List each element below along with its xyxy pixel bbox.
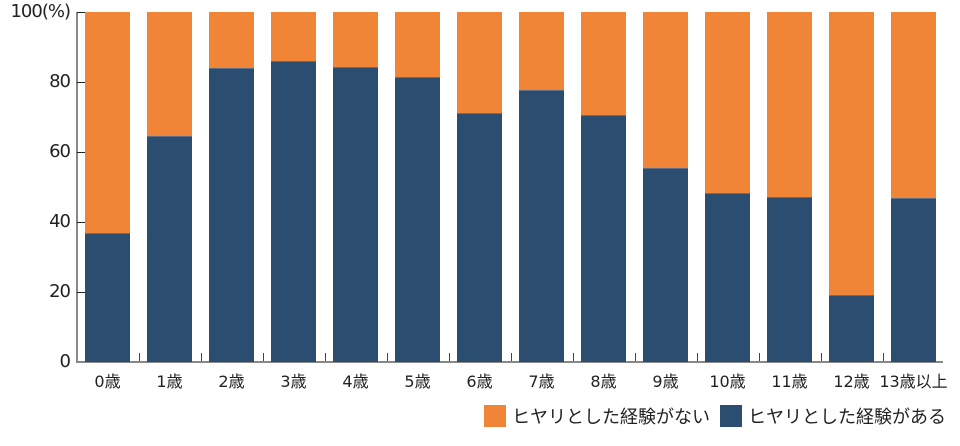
bar-11 xyxy=(767,12,812,362)
bar-segment-has-experience xyxy=(891,198,936,362)
x-category-separator xyxy=(573,353,574,361)
bar-1 xyxy=(147,12,192,362)
bar-segment-has-experience xyxy=(147,135,192,362)
bar-segment-has-experience xyxy=(519,90,564,362)
bar-7 xyxy=(519,12,564,362)
x-tick-label: 9歳 xyxy=(652,372,679,391)
x-category-separator xyxy=(387,353,388,361)
x-axis xyxy=(76,361,943,363)
bar-segment-no-experience xyxy=(271,12,316,63)
bar-segment-no-experience xyxy=(395,12,440,79)
x-category-separator xyxy=(449,353,450,361)
x-tick-label: 5歳 xyxy=(404,372,431,391)
bar-0 xyxy=(85,12,130,362)
bar-5 xyxy=(395,12,440,362)
bar-segment-no-experience xyxy=(85,12,130,234)
bar-segment-no-experience xyxy=(209,12,254,70)
y-tick-label: 100(%) xyxy=(10,1,71,22)
y-axis xyxy=(76,12,78,363)
x-tick-label: 1歳 xyxy=(156,372,183,391)
bar-8 xyxy=(581,12,626,362)
bar-segment-has-experience xyxy=(829,294,874,362)
bar-9 xyxy=(643,12,688,362)
y-tick-label: 60 xyxy=(49,141,71,162)
legend-label: ヒヤリとした経験がある xyxy=(748,407,946,428)
bar-2 xyxy=(209,12,254,362)
x-category-separator xyxy=(883,353,884,361)
bar-segment-has-experience xyxy=(271,61,316,362)
bar-segment-has-experience xyxy=(333,67,378,362)
legend-item-no-experience: ヒヤリとした経験がない xyxy=(484,403,710,429)
legend: ヒヤリとした経験がない ヒヤリとした経験がある xyxy=(484,403,946,429)
x-tick-label: 2歳 xyxy=(218,372,245,391)
x-tick-label: 6歳 xyxy=(466,372,493,391)
x-category-separator xyxy=(201,353,202,361)
x-category-separator xyxy=(821,353,822,361)
x-category-separator xyxy=(325,353,326,361)
bar-6 xyxy=(457,12,502,362)
x-category-separator xyxy=(759,353,760,361)
x-tick-label: 0歳 xyxy=(94,372,121,391)
bar-13 xyxy=(891,12,936,362)
bar-segment-has-experience xyxy=(581,115,626,362)
y-tick-label: 0 xyxy=(59,351,71,372)
bar-segment-no-experience xyxy=(767,12,812,198)
bar-10 xyxy=(705,12,750,362)
legend-swatch-navy xyxy=(720,405,742,427)
x-tick-label: 12歳 xyxy=(833,372,870,391)
bar-4 xyxy=(333,12,378,362)
bar-segment-has-experience xyxy=(85,232,130,362)
bar-segment-has-experience xyxy=(767,196,812,362)
x-tick-label: 13歳以上 xyxy=(879,372,948,391)
bar-segment-no-experience xyxy=(333,12,378,69)
x-tick-label: 7歳 xyxy=(528,372,555,391)
x-tick-label: 3歳 xyxy=(280,372,307,391)
x-tick-label: 11歳 xyxy=(771,372,808,391)
x-category-separator xyxy=(263,353,264,361)
bar-3 xyxy=(271,12,316,362)
bar-segment-has-experience xyxy=(209,68,254,362)
y-tick-label: 20 xyxy=(49,281,71,302)
legend-swatch-orange xyxy=(484,405,506,427)
x-category-separator xyxy=(511,353,512,361)
x-tick-label: 8歳 xyxy=(590,372,617,391)
bar-segment-no-experience xyxy=(829,12,874,296)
x-category-separator xyxy=(139,353,140,361)
x-category-separator xyxy=(635,353,636,361)
bar-segment-no-experience xyxy=(705,12,750,194)
bar-segment-no-experience xyxy=(891,12,936,200)
bar-segment-no-experience xyxy=(581,12,626,117)
bar-segment-no-experience xyxy=(643,12,688,169)
bar-segment-has-experience xyxy=(643,167,688,362)
bar-segment-has-experience xyxy=(705,193,750,362)
bar-segment-has-experience xyxy=(457,113,502,362)
bar-segment-no-experience xyxy=(457,12,502,115)
x-tick-label: 4歳 xyxy=(342,372,369,391)
bar-12 xyxy=(829,12,874,362)
bar-segment-no-experience xyxy=(147,12,192,137)
x-category-separator xyxy=(697,353,698,361)
y-tick-label: 80 xyxy=(49,71,71,92)
y-tick-label: 40 xyxy=(49,211,71,232)
x-tick-label: 10歳 xyxy=(709,372,746,391)
bar-segment-no-experience xyxy=(519,12,564,92)
bar-segment-has-experience xyxy=(395,77,440,362)
legend-label: ヒヤリとした経験がない xyxy=(512,407,710,428)
legend-item-has-experience: ヒヤリとした経験がある xyxy=(720,403,946,429)
